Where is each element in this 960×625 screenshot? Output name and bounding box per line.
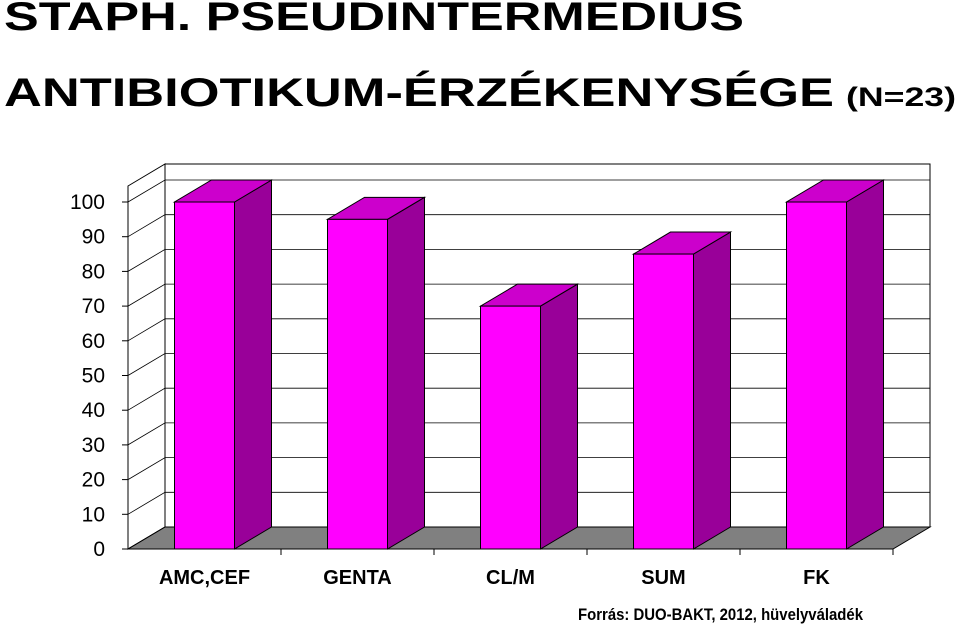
bar-side	[693, 231, 731, 550]
y-tick-label: 20	[82, 469, 105, 492]
bar-side	[846, 179, 884, 550]
bar-side	[387, 196, 425, 550]
bar	[327, 218, 388, 550]
x-tick-label: CL/M	[486, 567, 535, 589]
y-tick-label: 0	[93, 538, 105, 561]
y-tick-label: 100	[70, 191, 105, 214]
y-tick-label: 90	[82, 226, 105, 249]
bar-side	[234, 179, 272, 550]
bar-side	[540, 283, 578, 550]
y-tick-label: 60	[82, 330, 105, 353]
y-tick-label: 40	[82, 399, 105, 422]
bar	[480, 305, 541, 550]
y-tick-label: 10	[82, 503, 105, 526]
bar	[786, 201, 847, 550]
bar	[174, 201, 235, 550]
y-tick-label: 70	[82, 295, 105, 318]
source-note: Forrás: DUO-BAKT, 2012, hüvelyváladék	[578, 605, 863, 624]
x-tick-label: SUM	[641, 567, 685, 589]
y-tick-label: 30	[82, 434, 105, 457]
grid-line	[127, 179, 930, 203]
x-tick-label: FK	[803, 567, 830, 589]
x-tick-label: GENTA	[323, 567, 392, 589]
bar	[633, 253, 694, 550]
y-tick-label: 80	[82, 260, 105, 283]
x-tick-label: AMC,CEF	[159, 567, 250, 589]
chart-subtitle: ANTIBIOTIKUM-ÉRZÉKENYSÉGE	[4, 70, 834, 115]
grid-line	[127, 214, 930, 238]
chart-title: STAPH. PSEUDINTERMEDIUS	[4, 0, 744, 39]
subtitle-note: (N=23)	[846, 82, 956, 112]
y-tick-label: 50	[82, 365, 105, 388]
